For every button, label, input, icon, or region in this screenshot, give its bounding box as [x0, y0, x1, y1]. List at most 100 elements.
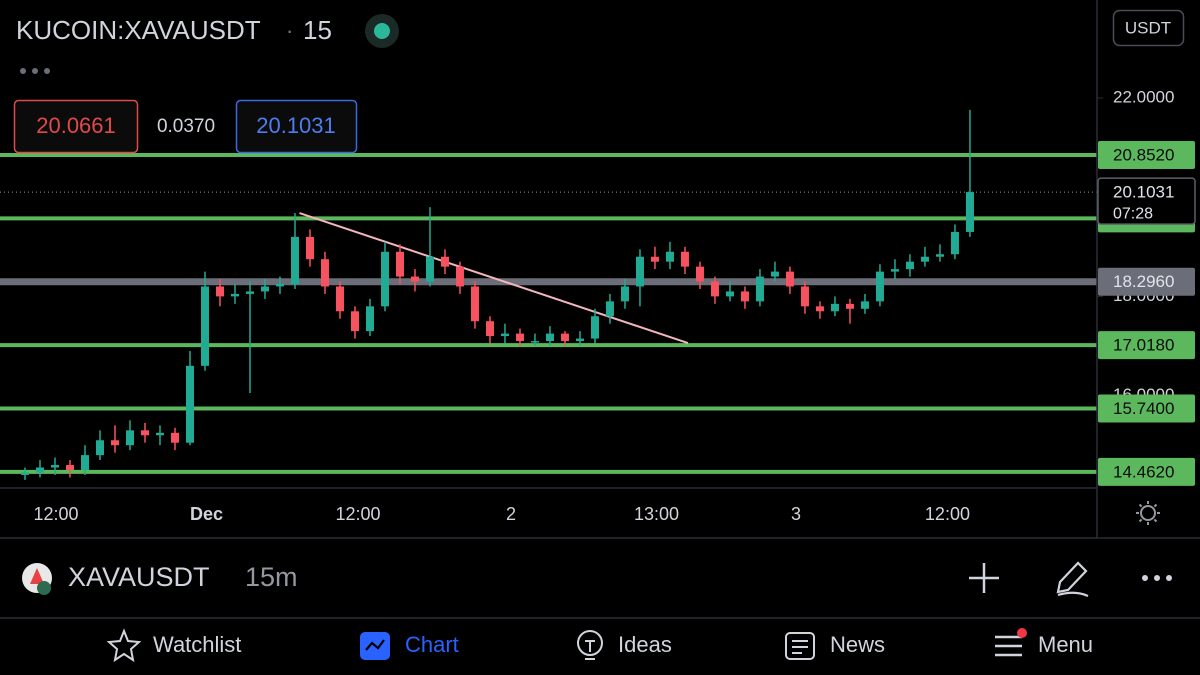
add-button[interactable]: [969, 563, 999, 593]
candle-body: [51, 465, 60, 468]
symbol-logo: [22, 563, 52, 595]
candle-body: [440, 256, 449, 267]
spread: 0.0370: [157, 116, 215, 137]
candle-body: [740, 291, 749, 302]
price-axis: 22.000018.000016.000020.852019.574018.29…: [1097, 87, 1196, 486]
trendline: [299, 212, 689, 344]
news-icon[interactable]: [785, 632, 815, 660]
candle-body: [545, 333, 554, 342]
candle-body: [290, 236, 299, 285]
nav-label[interactable]: Chart: [405, 632, 459, 657]
candle-body: [81, 455, 90, 470]
candle-body: [335, 286, 344, 312]
candle-body: [410, 276, 419, 282]
candle-body: [110, 440, 119, 446]
candle-body: [66, 465, 75, 470]
candle-body: [575, 338, 584, 342]
level-label-box: [1098, 140, 1195, 169]
candle-body: [36, 467, 45, 473]
candle-body: [560, 333, 569, 342]
candle-body: [800, 286, 809, 307]
x-tick-label: Dec: [190, 504, 223, 524]
candle-body: [320, 259, 329, 287]
candle-body: [140, 430, 149, 436]
nav-label[interactable]: News: [830, 632, 885, 657]
menu-icon[interactable]: [995, 635, 1022, 657]
buy-price: 20.1031: [256, 113, 336, 138]
sell-button[interactable]: [13, 99, 139, 154]
menu-badge: [1017, 628, 1027, 638]
candle-body: [485, 321, 494, 337]
candle-body: [380, 251, 389, 307]
settings-icon[interactable]: [1136, 501, 1160, 525]
nav-label[interactable]: Watchlist: [153, 632, 241, 657]
candle-body: [695, 266, 704, 282]
candle-body: [230, 293, 239, 297]
candle-body: [170, 432, 179, 443]
candle-body: [785, 271, 794, 287]
candle-body: [965, 192, 974, 232]
candle-body: [950, 231, 959, 255]
candle-body: [845, 303, 854, 309]
candle-body: [620, 286, 629, 302]
nav-label[interactable]: Menu: [1038, 632, 1093, 657]
candle-body: [530, 341, 539, 343]
candle-body: [875, 271, 884, 302]
level-label: 20.8520: [1113, 145, 1174, 164]
candle-body: [755, 276, 764, 302]
candle-body: [395, 251, 404, 277]
candle-body: [830, 303, 839, 312]
candle-body: [470, 286, 479, 322]
candle-body: [725, 291, 734, 297]
x-tick-label: 12:00: [34, 504, 79, 524]
buy-button[interactable]: [235, 99, 358, 154]
watchlist-icon[interactable]: [106, 628, 142, 663]
candle-body: [770, 271, 779, 277]
more-dots[interactable]: [20, 68, 50, 74]
toolbar-interval[interactable]: 15m: [245, 562, 298, 592]
toolbar-symbol[interactable]: XAVAUSDT: [68, 562, 210, 592]
candle-body: [905, 261, 914, 270]
countdown: 07:28: [1113, 205, 1153, 222]
interval: 15: [303, 15, 332, 45]
last-price-box: [1097, 177, 1196, 225]
candle-body: [21, 472, 30, 475]
ideas-icon[interactable]: [577, 630, 603, 660]
level-label-box: [1098, 267, 1195, 296]
separator: ·: [286, 18, 293, 43]
currency: USDT: [1125, 18, 1171, 37]
currency-button[interactable]: [1112, 9, 1185, 47]
candle-body: [455, 266, 464, 287]
candle-body: [710, 281, 719, 297]
candle-body: [365, 306, 374, 332]
last-price-label: 20.1031: [1113, 183, 1174, 202]
candle-body: [500, 333, 509, 337]
candle-body: [425, 256, 434, 282]
candle-body: [665, 251, 674, 262]
nav-label[interactable]: Ideas: [618, 632, 672, 657]
candle-body: [890, 269, 899, 272]
candle-body: [245, 291, 254, 294]
candle-body: [185, 365, 194, 443]
candle-body: [155, 432, 164, 436]
x-tick-label: 2: [506, 504, 516, 524]
level-label-box: [1098, 394, 1195, 423]
more-button[interactable]: [1142, 575, 1172, 581]
level-label: 14.4620: [1113, 462, 1174, 481]
candle-body: [200, 286, 209, 366]
candle-body: [860, 301, 869, 309]
x-tick-label: 12:00: [335, 504, 380, 524]
candle-body: [305, 236, 314, 260]
draw-button[interactable]: [1056, 561, 1089, 598]
candle-body: [515, 333, 524, 342]
level-label-box: [1098, 331, 1195, 360]
market-status[interactable]: [374, 23, 390, 39]
chart: 12:00 Dec 12:00 2 13:00 3 12:00: [0, 109, 1097, 524]
candle-body: [260, 286, 269, 292]
y-tick-label: 22.0000: [1113, 87, 1174, 106]
candle-body: [215, 286, 224, 297]
chart-icon-line: [365, 639, 385, 651]
level-label-box: [1098, 457, 1195, 486]
sell-price: 20.0661: [36, 113, 116, 138]
symbol-clip: XAVAUSDT: [68, 562, 210, 592]
